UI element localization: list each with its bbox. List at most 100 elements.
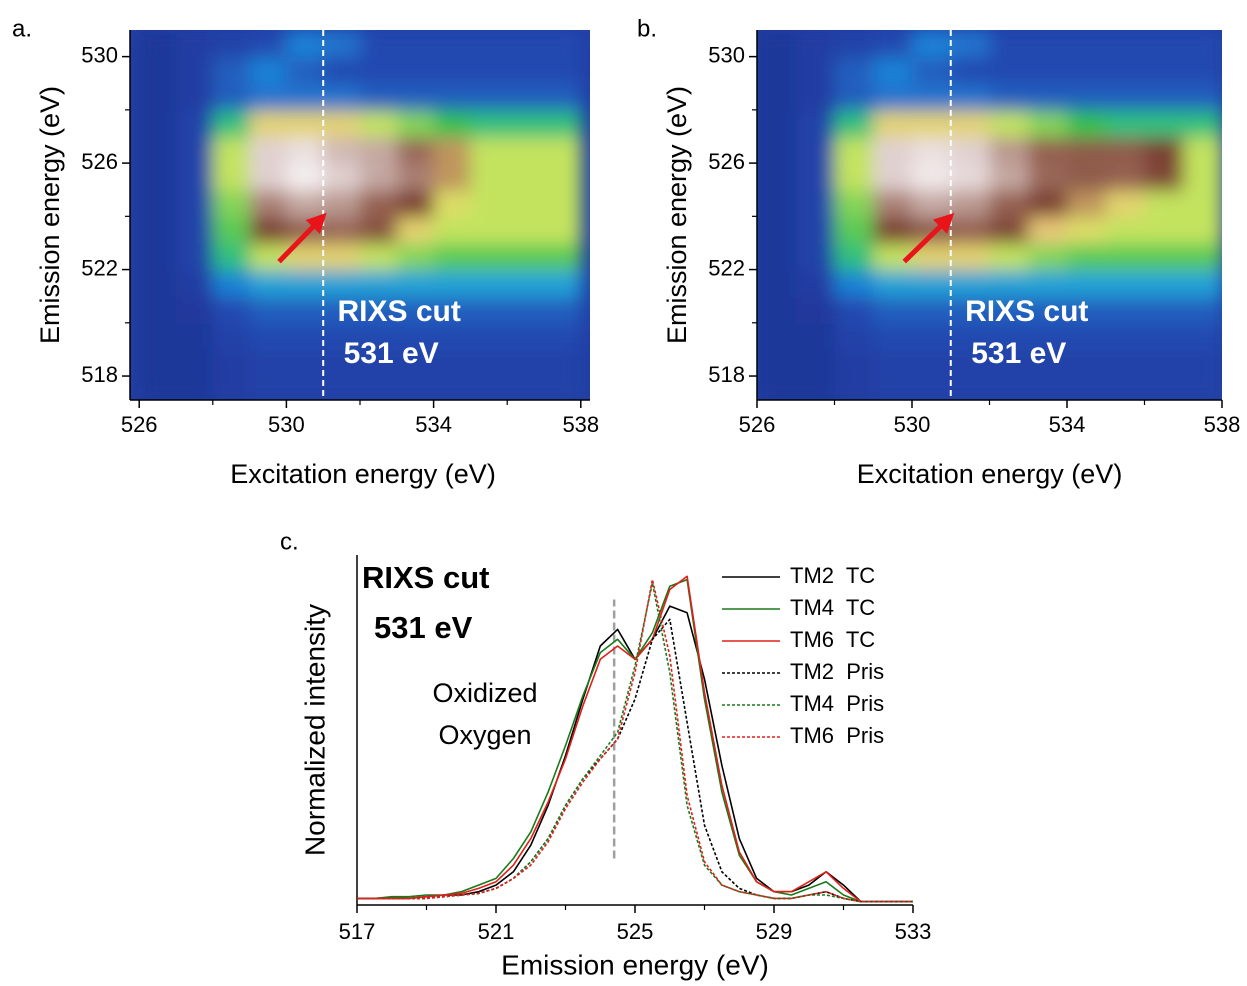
heatmap-cell <box>950 30 991 58</box>
heatmap-cell <box>286 322 325 351</box>
heatmap-cell <box>360 242 398 271</box>
heatmap-cell <box>396 163 435 191</box>
heatmap-cell <box>1028 322 1068 351</box>
heatmap-cell <box>544 296 582 324</box>
heatmap-cell <box>757 163 797 191</box>
heatmap-cell <box>139 189 177 218</box>
heatmap-cell <box>1067 109 1107 138</box>
panel-label: b. <box>637 15 657 42</box>
heatmap-cell <box>249 322 288 351</box>
heatmap-cell <box>912 349 952 378</box>
legend-label: TM6 TC <box>790 627 875 652</box>
heatmap-cell <box>249 296 288 324</box>
heatmap-cell <box>286 189 325 218</box>
heatmap-cell <box>507 376 545 400</box>
y-tick-label: 522 <box>81 255 118 280</box>
y-tick-label: 530 <box>81 42 118 67</box>
heatmap-cell <box>139 136 177 165</box>
heatmap-cell <box>470 30 509 58</box>
chart-title: 531 eV <box>374 610 473 645</box>
legend-label: TM4 Pris <box>790 691 884 716</box>
heatmap-cell <box>139 83 177 111</box>
x-tick-label: 526 <box>739 412 776 437</box>
heatmap-cell <box>795 163 836 191</box>
heatmap-cell <box>323 83 361 111</box>
heatmap-cell <box>1028 163 1068 191</box>
heatmap-cell <box>139 163 177 191</box>
heatmap-cell <box>1144 216 1185 244</box>
heatmap-cell <box>176 189 214 218</box>
heatmap-cell <box>433 56 472 85</box>
heatmap-cell <box>360 109 398 138</box>
heatmap-cell <box>1067 349 1107 378</box>
heatmap-cell <box>507 30 545 58</box>
heatmap-cell <box>1028 269 1068 298</box>
heatmap-cell <box>470 109 509 138</box>
heatmap-cell <box>795 56 836 85</box>
heatmap-cell <box>1183 109 1222 138</box>
annotation: Oxidized <box>432 678 537 708</box>
legend-label: TM2 TC <box>790 563 875 588</box>
heatmap-cell <box>1028 376 1068 400</box>
heatmap-cell <box>1144 136 1185 165</box>
heatmap-cell <box>286 30 325 58</box>
heatmap-cell <box>396 376 435 400</box>
heatmap-cell <box>396 189 435 218</box>
heatmap-cell <box>212 189 251 218</box>
heatmap-cell <box>757 30 797 58</box>
heatmap-cell <box>1028 349 1068 378</box>
heatmap-cell <box>795 30 836 58</box>
heatmap-cell <box>507 109 545 138</box>
heatmap-cell <box>834 109 875 138</box>
heatmap-cell <box>1105 189 1146 218</box>
heatmap-cell <box>176 216 214 244</box>
heatmap-cell <box>757 242 797 271</box>
heatmap-cell <box>1105 30 1146 58</box>
heatmap-cell <box>1105 163 1146 191</box>
heatmap-cell <box>433 269 472 298</box>
heatmap-cell <box>912 296 952 324</box>
heatmap-cell <box>176 296 214 324</box>
heatmap-cell <box>873 296 913 324</box>
heatmap-cell <box>989 189 1030 218</box>
heatmap-cell <box>1183 349 1222 378</box>
heatmap-cell <box>470 349 509 378</box>
heatmap-cell <box>795 136 836 165</box>
heatmap-cell <box>139 349 177 378</box>
heatmap-cell <box>544 322 582 351</box>
heatmap-cell <box>544 30 582 58</box>
x-tick-label: 517 <box>339 919 376 944</box>
heatmap-cell <box>757 109 797 138</box>
heatmap-cell <box>544 56 582 85</box>
heatmap-cell <box>176 163 214 191</box>
heatmap-cell <box>1067 242 1107 271</box>
heatmap-cell <box>1183 216 1222 244</box>
heatmap-cell <box>989 56 1030 85</box>
heatmap-cell <box>757 136 797 165</box>
heatmap-cell <box>795 322 836 351</box>
heatmap-cell <box>873 136 913 165</box>
heatmap-cell <box>323 242 361 271</box>
heatmap-cell <box>507 83 545 111</box>
heatmap-cell <box>989 349 1030 378</box>
heatmap-cell <box>1028 83 1068 111</box>
heatmap-cell <box>1067 30 1107 58</box>
heatmap-cell <box>1067 216 1107 244</box>
heatmap-cell <box>360 269 398 298</box>
heatmap-cell <box>323 269 361 298</box>
heatmap-cell <box>249 56 288 85</box>
heatmap-cell <box>433 189 472 218</box>
heatmap-cell <box>1067 83 1107 111</box>
heatmap-cells <box>757 30 1222 400</box>
x-axis-label: Excitation energy (eV) <box>857 459 1123 489</box>
heatmap-cell <box>1183 136 1222 165</box>
y-tick-label: 526 <box>81 149 118 174</box>
annotation: Oxygen <box>438 720 531 750</box>
heatmap-cell <box>544 376 582 400</box>
heatmap-cell <box>544 349 582 378</box>
y-tick-label: 522 <box>708 255 745 280</box>
heatmap-cell <box>286 109 325 138</box>
heatmap-cell <box>360 216 398 244</box>
